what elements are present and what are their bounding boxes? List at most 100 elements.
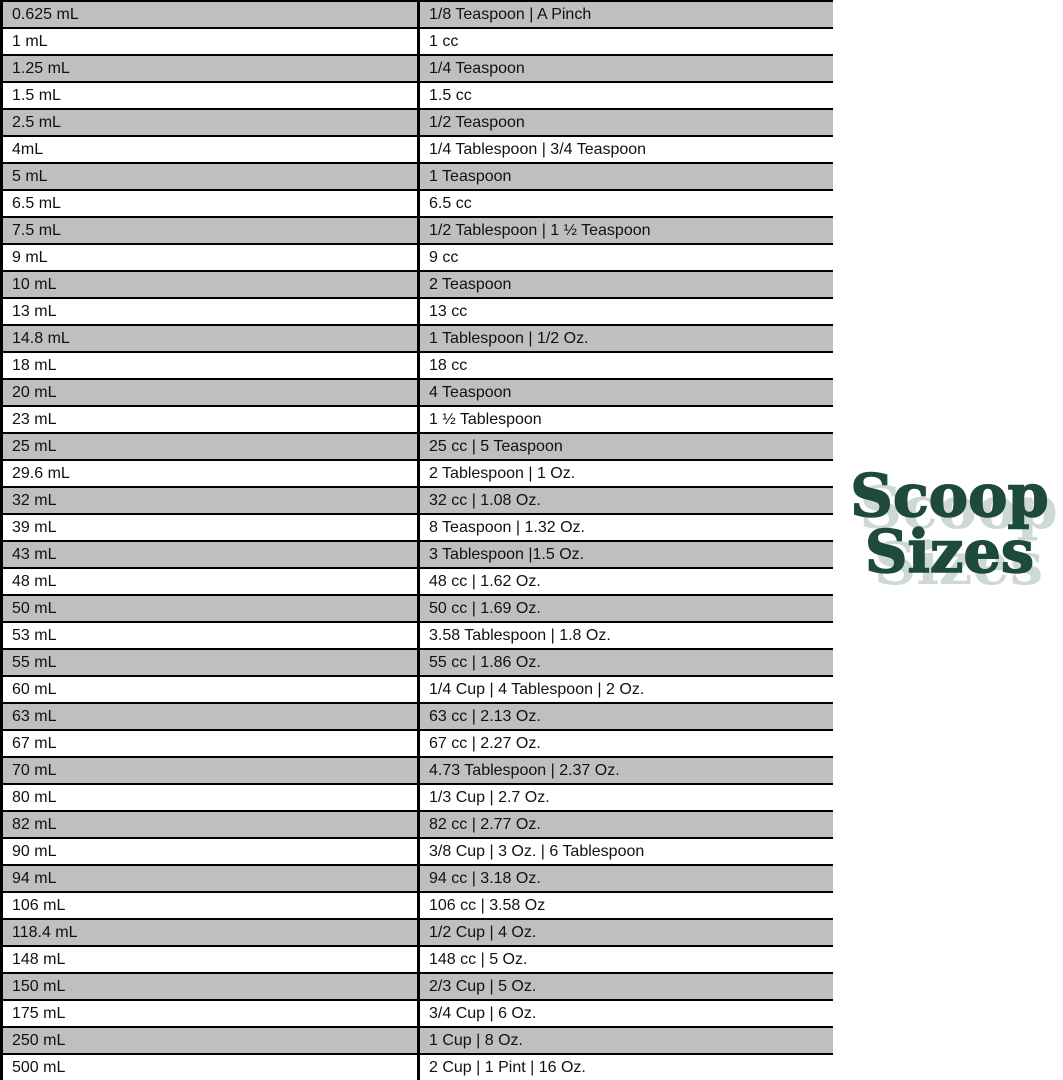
- ml-cell: 14.8 mL: [0, 324, 419, 353]
- table-row: 175 mL 3/4 Cup | 6 Oz.: [0, 999, 833, 1028]
- table-row: 29.6 mL 2 Tablespoon | 1 Oz.: [0, 459, 833, 488]
- ml-cell: 13 mL: [0, 297, 419, 326]
- ml-cell: 6.5 mL: [0, 189, 419, 218]
- ml-cell: 10 mL: [0, 270, 419, 299]
- table-row: 10 mL 2 Teaspoon: [0, 270, 833, 299]
- equivalent-cell: 1 cc: [417, 27, 833, 56]
- equivalent-cell: 1/2 Teaspoon: [417, 108, 833, 137]
- ml-cell: 148 mL: [0, 945, 419, 974]
- equivalent-cell: 1 Teaspoon: [417, 162, 833, 191]
- conversion-table-body: 0.625 mL 1/8 Teaspoon | A Pinch 1 mL 1 cc 1.…: [0, 0, 833, 1080]
- table-row: 60 mL 1/4 Cup | 4 Tablespoon | 2 Oz.: [0, 675, 833, 704]
- equivalent-cell: 3 Tablespoon |1.5 Oz.: [417, 540, 833, 569]
- table-row: 43 mL 3 Tablespoon |1.5 Oz.: [0, 540, 833, 569]
- table-row: 1 mL 1 cc: [0, 27, 833, 56]
- equivalent-cell: 1/4 Teaspoon: [417, 54, 833, 83]
- equivalent-cell: 1 Tablespoon | 1/2 Oz.: [417, 324, 833, 353]
- ml-cell: 53 mL: [0, 621, 419, 650]
- equivalent-cell: 1/4 Tablespoon | 3/4 Teaspoon: [417, 135, 833, 164]
- table-row: 250 mL 1 Cup | 8 Oz.: [0, 1026, 833, 1055]
- equivalent-cell: 1/2 Cup | 4 Oz.: [417, 918, 833, 947]
- table-row: 0.625 mL 1/8 Teaspoon | A Pinch: [0, 0, 833, 29]
- equivalent-cell: 9 cc: [417, 243, 833, 272]
- equivalent-cell: 67 cc | 2.27 Oz.: [417, 729, 833, 758]
- equivalent-cell: 50 cc | 1.69 Oz.: [417, 594, 833, 623]
- ml-cell: 175 mL: [0, 999, 419, 1028]
- equivalent-cell: 148 cc | 5 Oz.: [417, 945, 833, 974]
- ml-cell: 29.6 mL: [0, 459, 419, 488]
- table-row: 94 mL 94 cc | 3.18 Oz.: [0, 864, 833, 893]
- ml-cell: 43 mL: [0, 540, 419, 569]
- ml-cell: 18 mL: [0, 351, 419, 380]
- equivalent-cell: 32 cc | 1.08 Oz.: [417, 486, 833, 515]
- equivalent-cell: 1 ½ Tablespoon: [417, 405, 833, 434]
- table-row: 55 mL 55 cc | 1.86 Oz.: [0, 648, 833, 677]
- equivalent-cell: 2 Tablespoon | 1 Oz.: [417, 459, 833, 488]
- table-row: 150 mL 2/3 Cup | 5 Oz.: [0, 972, 833, 1001]
- table-row: 9 mL 9 cc: [0, 243, 833, 272]
- equivalent-cell: 2 Cup | 1 Pint | 16 Oz.: [417, 1053, 833, 1080]
- table-row: 32 mL 32 cc | 1.08 Oz.: [0, 486, 833, 515]
- table-row: 7.5 mL 1/2 Tablespoon | 1 ½ Teaspoon: [0, 216, 833, 245]
- equivalent-cell: 25 cc | 5 Teaspoon: [417, 432, 833, 461]
- table-row: 106 mL 106 cc | 3.58 Oz: [0, 891, 833, 920]
- table-row: 148 mL 148 cc | 5 Oz.: [0, 945, 833, 974]
- table-row: 70 mL 4.73 Tablespoon | 2.37 Oz.: [0, 756, 833, 785]
- ml-cell: 80 mL: [0, 783, 419, 812]
- ml-cell: 20 mL: [0, 378, 419, 407]
- table-row: 500 mL 2 Cup | 1 Pint | 16 Oz.: [0, 1053, 833, 1080]
- scoop-sizes-logo: Scoop Sizes: [836, 461, 1063, 582]
- table-row: 80 mL 1/3 Cup | 2.7 Oz.: [0, 783, 833, 812]
- table-row: 25 mL 25 cc | 5 Teaspoon: [0, 432, 833, 461]
- ml-cell: 0.625 mL: [0, 0, 419, 29]
- ml-cell: 67 mL: [0, 729, 419, 758]
- ml-cell: 50 mL: [0, 594, 419, 623]
- equivalent-cell: 2 Teaspoon: [417, 270, 833, 299]
- table-row: 1.25 mL 1/4 Teaspoon: [0, 54, 833, 83]
- table-row: 6.5 mL 6.5 cc: [0, 189, 833, 218]
- table-row: 1.5 mL 1.5 cc: [0, 81, 833, 110]
- ml-cell: 150 mL: [0, 972, 419, 1001]
- ml-cell: 9 mL: [0, 243, 419, 272]
- table-row: 5 mL 1 Teaspoon: [0, 162, 833, 191]
- ml-cell: 1.25 mL: [0, 54, 419, 83]
- ml-cell: 82 mL: [0, 810, 419, 839]
- table-row: 13 mL 13 cc: [0, 297, 833, 326]
- equivalent-cell: 82 cc | 2.77 Oz.: [417, 810, 833, 839]
- scoop-conversion-table: 0.625 mL 1/8 Teaspoon | A Pinch 1 mL 1 cc 1.…: [0, 0, 833, 1080]
- ml-cell: 90 mL: [0, 837, 419, 866]
- ml-cell: 2.5 mL: [0, 108, 419, 137]
- ml-cell: 7.5 mL: [0, 216, 419, 245]
- table-row: 118.4 mL 1/2 Cup | 4 Oz.: [0, 918, 833, 947]
- equivalent-cell: 1 Cup | 8 Oz.: [417, 1026, 833, 1055]
- equivalent-cell: 94 cc | 3.18 Oz.: [417, 864, 833, 893]
- equivalent-cell: 1/3 Cup | 2.7 Oz.: [417, 783, 833, 812]
- ml-cell: 70 mL: [0, 756, 419, 785]
- ml-cell: 500 mL: [0, 1053, 419, 1080]
- equivalent-cell: 106 cc | 3.58 Oz: [417, 891, 833, 920]
- ml-cell: 55 mL: [0, 648, 419, 677]
- ml-cell: 1.5 mL: [0, 81, 419, 110]
- logo-word-scoop: Scoop: [850, 461, 1050, 530]
- ml-cell: 5 mL: [0, 162, 419, 191]
- ml-cell: 106 mL: [0, 891, 419, 920]
- equivalent-cell: 1/2 Tablespoon | 1 ½ Teaspoon: [417, 216, 833, 245]
- table-row: 48 mL 48 cc | 1.62 Oz.: [0, 567, 833, 596]
- equivalent-cell: 8 Teaspoon | 1.32 Oz.: [417, 513, 833, 542]
- equivalent-cell: 1/8 Teaspoon | A Pinch: [417, 0, 833, 29]
- equivalent-cell: 1.5 cc: [417, 81, 833, 110]
- ml-cell: 94 mL: [0, 864, 419, 893]
- table-row: 20 mL 4 Teaspoon: [0, 378, 833, 407]
- equivalent-cell: 18 cc: [417, 351, 833, 380]
- equivalent-cell: 48 cc | 1.62 Oz.: [417, 567, 833, 596]
- equivalent-cell: 1/4 Cup | 4 Tablespoon | 2 Oz.: [417, 675, 833, 704]
- ml-cell: 250 mL: [0, 1026, 419, 1055]
- table-row: 14.8 mL 1 Tablespoon | 1/2 Oz.: [0, 324, 833, 353]
- ml-cell: 63 mL: [0, 702, 419, 731]
- equivalent-cell: 3.58 Tablespoon | 1.8 Oz.: [417, 621, 833, 650]
- table-row: 82 mL 82 cc | 2.77 Oz.: [0, 810, 833, 839]
- equivalent-cell: 2/3 Cup | 5 Oz.: [417, 972, 833, 1001]
- ml-cell: 23 mL: [0, 405, 419, 434]
- ml-cell: 4mL: [0, 135, 419, 164]
